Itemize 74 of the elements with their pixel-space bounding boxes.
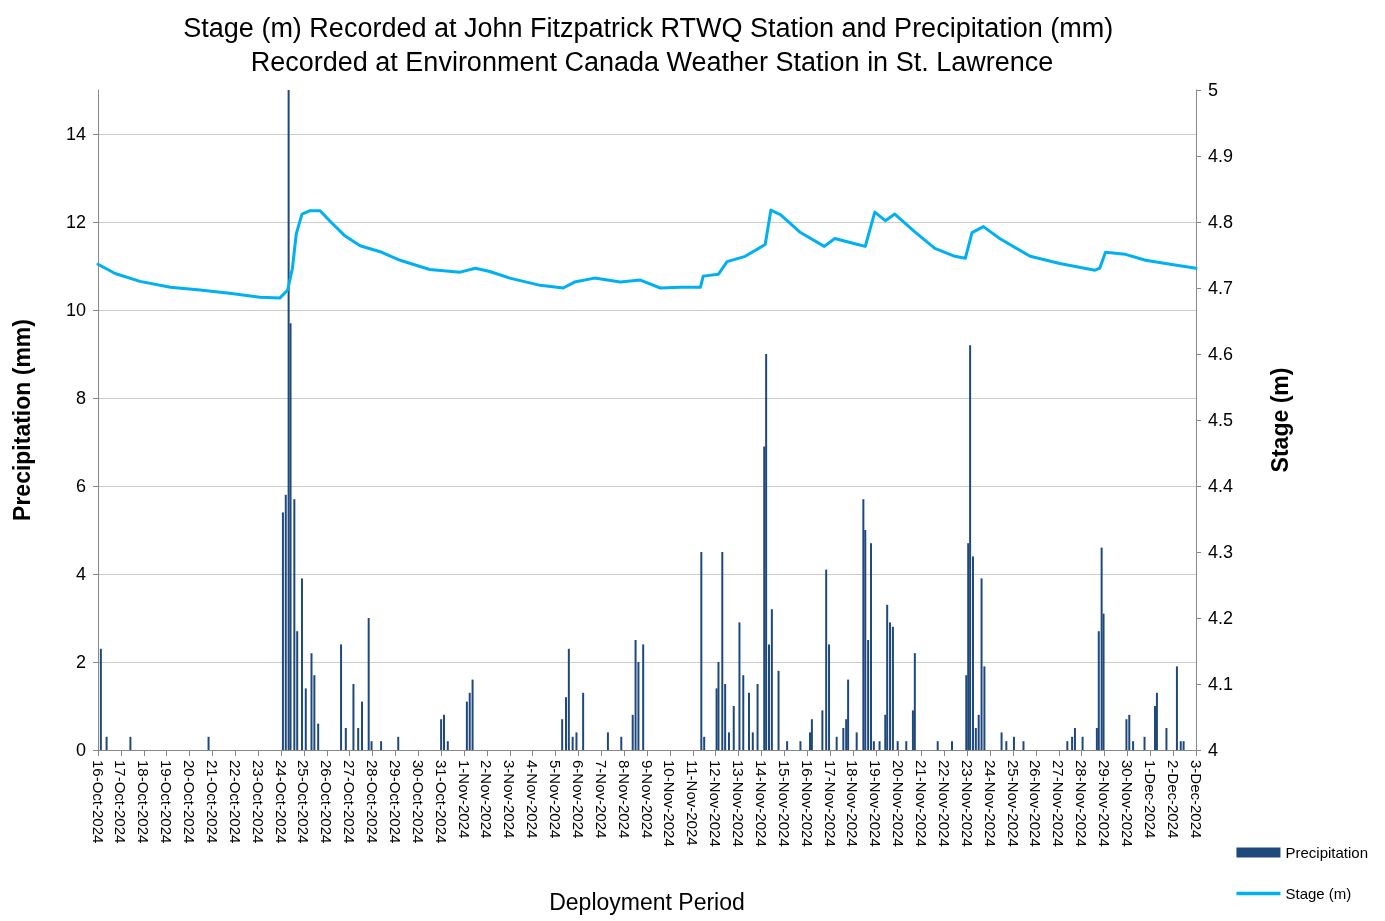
x-tick-label: 23-Oct-2024 xyxy=(249,760,267,844)
y2-tick-label: 4.7 xyxy=(1208,278,1234,298)
y-tick-label: 0 xyxy=(75,740,86,760)
y-tick-label: 14 xyxy=(65,124,86,144)
x-tick-label: 26-Oct-2024 xyxy=(318,760,336,844)
x-axis-title: Deployment Period xyxy=(549,888,745,915)
x-tick-label: 9-Nov-2024 xyxy=(638,760,656,839)
x-tick-label: 11-Nov-2024 xyxy=(684,760,702,846)
y-tick-label: 4 xyxy=(75,564,86,584)
x-tick-label: 19-Nov-2024 xyxy=(867,760,885,847)
x-tick-label: 25-Nov-2024 xyxy=(1004,760,1022,847)
x-tick-label: 19-Oct-2024 xyxy=(158,760,176,844)
legend-label: Stage (m) xyxy=(1285,885,1352,902)
x-tick-label: 8-Nov-2024 xyxy=(615,760,633,839)
x-tick-label: 5-Nov-2024 xyxy=(547,760,564,839)
y-axis-title: Precipitation (mm) xyxy=(8,319,35,521)
x-tick-label: 18-Nov-2024 xyxy=(844,760,862,847)
y-tick-label: 12 xyxy=(65,212,86,232)
x-tick-label: 26-Nov-2024 xyxy=(1027,760,1045,847)
y-tick-label: 8 xyxy=(75,388,86,408)
x-tick-label: 4-Nov-2024 xyxy=(524,760,542,839)
x-tick-label: 31-Oct-2024 xyxy=(432,760,450,844)
y-tick-label: 6 xyxy=(75,476,86,496)
x-tick-label: 24-Nov-2024 xyxy=(981,760,999,847)
x-tick-label: 21-Nov-2024 xyxy=(913,760,930,847)
x-tick-label: 2-Nov-2024 xyxy=(478,760,496,839)
y2-tick-label: 4.9 xyxy=(1208,146,1234,166)
x-tick-label: 17-Nov-2024 xyxy=(821,760,839,847)
x-tick-label: 30-Oct-2024 xyxy=(409,760,427,844)
x-tick-label: 14-Nov-2024 xyxy=(752,760,770,847)
x-tick-label: 30-Nov-2024 xyxy=(1118,760,1136,847)
x-tick-label: 18-Oct-2024 xyxy=(135,760,153,844)
x-tick-label: 25-Oct-2024 xyxy=(295,760,313,844)
y2-tick-label: 4.8 xyxy=(1208,212,1234,232)
x-tick-label: 20-Nov-2024 xyxy=(890,760,908,847)
y2-tick-label: 5 xyxy=(1208,80,1219,100)
y2-tick-label: 4 xyxy=(1208,740,1219,760)
x-tick-label: 27-Nov-2024 xyxy=(1050,760,1068,847)
chart-title: Stage (m) Recorded at John Fitzpatrick RTWQ Station and Precipitation (mm) Recorded at Environment Canada Weather Station in St. Lawrence xyxy=(183,13,1121,77)
x-tick-label: 13-Nov-2024 xyxy=(730,760,747,847)
x-tick-label: 10-Nov-2024 xyxy=(661,760,679,847)
y-tick-label: 2 xyxy=(75,652,86,672)
x-tick-label: 6-Nov-2024 xyxy=(569,760,587,839)
y2-tick-label: 4.3 xyxy=(1208,542,1234,562)
x-tick-label: 23-Nov-2024 xyxy=(958,760,976,847)
x-tick-label: 28-Oct-2024 xyxy=(364,760,381,844)
x-tick-label: 27-Oct-2024 xyxy=(341,760,359,844)
y2-tick-label: 4.1 xyxy=(1208,674,1234,694)
x-tick-label: 16-Oct-2024 xyxy=(89,760,107,844)
y2-tick-label: 4.6 xyxy=(1208,344,1234,364)
y2-tick-label: 4.5 xyxy=(1208,410,1234,430)
x-tick-label: 22-Nov-2024 xyxy=(935,760,953,847)
x-tick-label: 15-Nov-2024 xyxy=(775,760,793,847)
x-tick-label: 3-Nov-2024 xyxy=(501,760,519,839)
y2-tick-label: 4.4 xyxy=(1208,476,1234,496)
x-tick-label: 3-Dec-2024 xyxy=(1187,760,1205,839)
x-tick-label: 1-Dec-2024 xyxy=(1141,760,1159,839)
y2-axis-title: Stage (m) xyxy=(1266,367,1293,473)
x-tick-label: 24-Oct-2024 xyxy=(272,760,290,844)
x-tick-label: 28-Nov-2024 xyxy=(1073,760,1091,847)
x-tick-label: 16-Nov-2024 xyxy=(798,760,816,847)
y-tick-label: 10 xyxy=(65,300,86,320)
x-tick-label: 12-Nov-2024 xyxy=(707,760,725,847)
x-tick-label: 29-Oct-2024 xyxy=(386,760,404,844)
x-tick-label: 29-Nov-2024 xyxy=(1096,760,1113,847)
x-tick-label: 17-Oct-2024 xyxy=(112,760,130,844)
x-tick-label: 1-Nov-2024 xyxy=(455,760,473,839)
x-tick-label: 22-Oct-2024 xyxy=(226,760,244,844)
x-tick-label: 2-Dec-2024 xyxy=(1164,760,1182,839)
y2-tick-label: 4.2 xyxy=(1208,608,1234,628)
x-tick-label: 20-Oct-2024 xyxy=(181,760,198,844)
x-tick-label: 7-Nov-2024 xyxy=(592,760,610,839)
x-tick-label: 21-Oct-2024 xyxy=(203,760,221,844)
legend-label: Precipitation xyxy=(1285,844,1368,861)
